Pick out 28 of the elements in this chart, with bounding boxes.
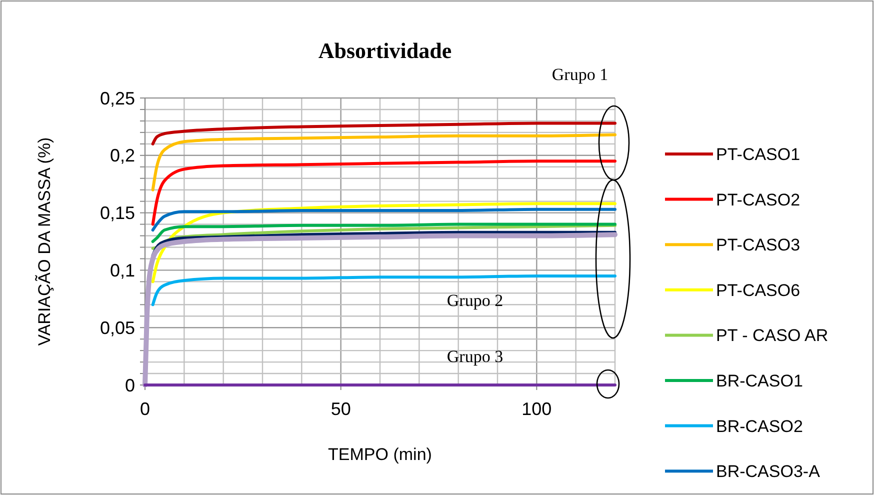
line-series xyxy=(151,208,616,232)
line-series xyxy=(151,122,616,146)
x-tick-label: 50 xyxy=(330,399,351,419)
line-series xyxy=(151,160,616,226)
legend-label: PT-CASO1 xyxy=(716,144,800,164)
legend-label: PT-CASO6 xyxy=(716,280,800,300)
x-tick-label: 100 xyxy=(522,399,552,419)
legend-label: BR-CASO1 xyxy=(716,371,803,390)
chart-title: Absortividade xyxy=(318,38,452,63)
x-axis-title: TEMPO (min) xyxy=(328,445,432,464)
x-tick-label: 0 xyxy=(140,399,150,419)
y-tick-label: 0,05 xyxy=(100,318,135,338)
line-series xyxy=(151,133,616,192)
y-tick-label: 0 xyxy=(124,375,135,396)
y-tick-label: 0,1 xyxy=(110,260,135,280)
legend-label: PT-CASO2 xyxy=(716,190,800,210)
line-series xyxy=(151,222,616,243)
annotation: Grupo 3 xyxy=(446,347,504,366)
legend-label: PT-CASO3 xyxy=(716,236,800,255)
y-tick-label: 0,2 xyxy=(110,146,135,166)
y-axis-title: VARIAÇÃO DA MASSA (%) xyxy=(35,137,54,346)
legend-label: PT - CASO AR xyxy=(716,326,828,346)
annotation: Grupo 2 xyxy=(446,291,504,310)
text: Grupo 1 xyxy=(552,65,608,84)
y-tick-label: 0,25 xyxy=(100,88,135,108)
legend-label: BR-CASO2 xyxy=(716,416,803,436)
legend-label: BR-CASO3-A xyxy=(716,462,821,482)
y-tick-label: 0,15 xyxy=(100,203,135,224)
